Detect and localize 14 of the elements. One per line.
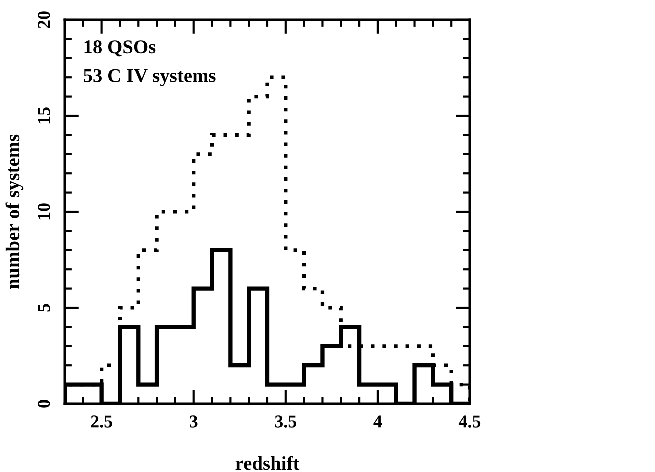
y-tick-label: 0 [38, 400, 50, 408]
x-axis-title: redshift [236, 456, 300, 470]
y-tick-label: 5 [38, 304, 50, 312]
y-tick-label: 10 [38, 204, 50, 220]
x-tick-label: 3 [190, 416, 198, 428]
x-tick-label: 3.5 [275, 416, 297, 428]
y-tick-label: 20 [38, 12, 50, 28]
annotation: 53 C IV systems [84, 69, 216, 86]
x-tick-label: 4 [374, 416, 382, 428]
x-tick-label: 2.5 [91, 416, 112, 428]
x-tick-label: 4.5 [458, 416, 481, 428]
y-tick-label: 15 [38, 108, 50, 124]
y-axis-title: number of systems [6, 134, 24, 290]
annotation: 18 QSOs [84, 40, 156, 57]
